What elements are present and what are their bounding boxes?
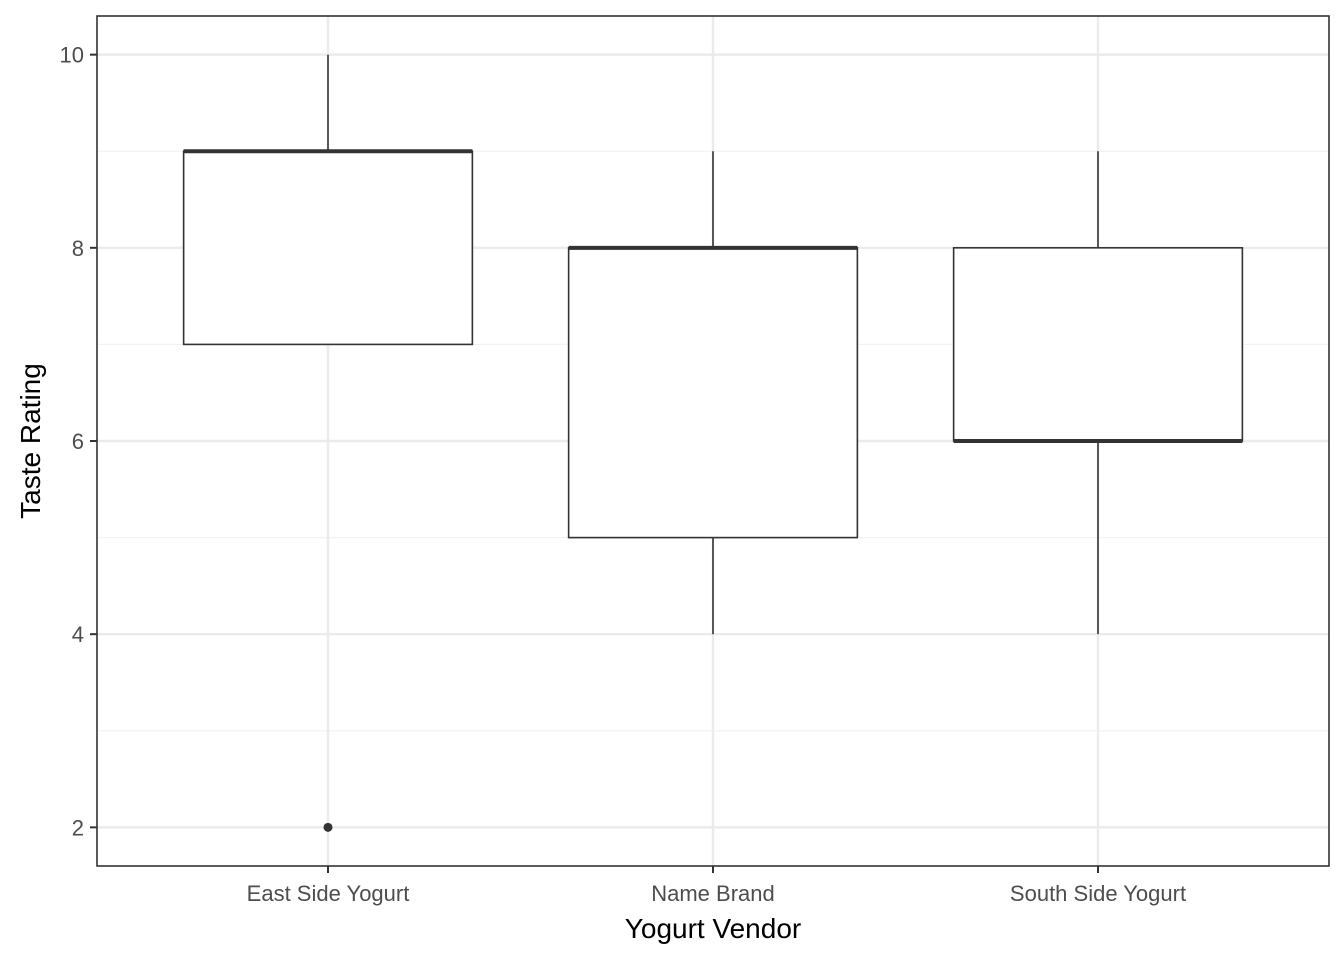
- x-axis: East Side Yogurt Name Brand South Side Yog…: [247, 866, 1186, 906]
- y-axis: 2 4 6 8 10: [60, 43, 97, 840]
- y-tick-label: 6: [72, 429, 84, 454]
- x-tick-label: East Side Yogurt: [247, 881, 410, 906]
- box-group: [952, 151, 1244, 635]
- box-iqr: [567, 247, 859, 539]
- x-tick-label: Name Brand: [651, 881, 775, 906]
- y-tick-label: 2: [72, 815, 84, 840]
- y-tick-label: 4: [72, 622, 84, 647]
- y-tick-label: 8: [72, 236, 84, 261]
- box-group: [182, 54, 474, 832]
- x-axis-title: Yogurt Vendor: [625, 913, 801, 944]
- y-axis-title: Taste Rating: [15, 363, 46, 519]
- box-group: [567, 151, 859, 635]
- x-tick-label: South Side Yogurt: [1010, 881, 1186, 906]
- outlier-point: [323, 822, 333, 832]
- y-tick-label: 10: [60, 43, 84, 68]
- box-iqr: [952, 247, 1244, 442]
- box-iqr: [182, 150, 474, 346]
- boxes-layer: [182, 54, 1244, 832]
